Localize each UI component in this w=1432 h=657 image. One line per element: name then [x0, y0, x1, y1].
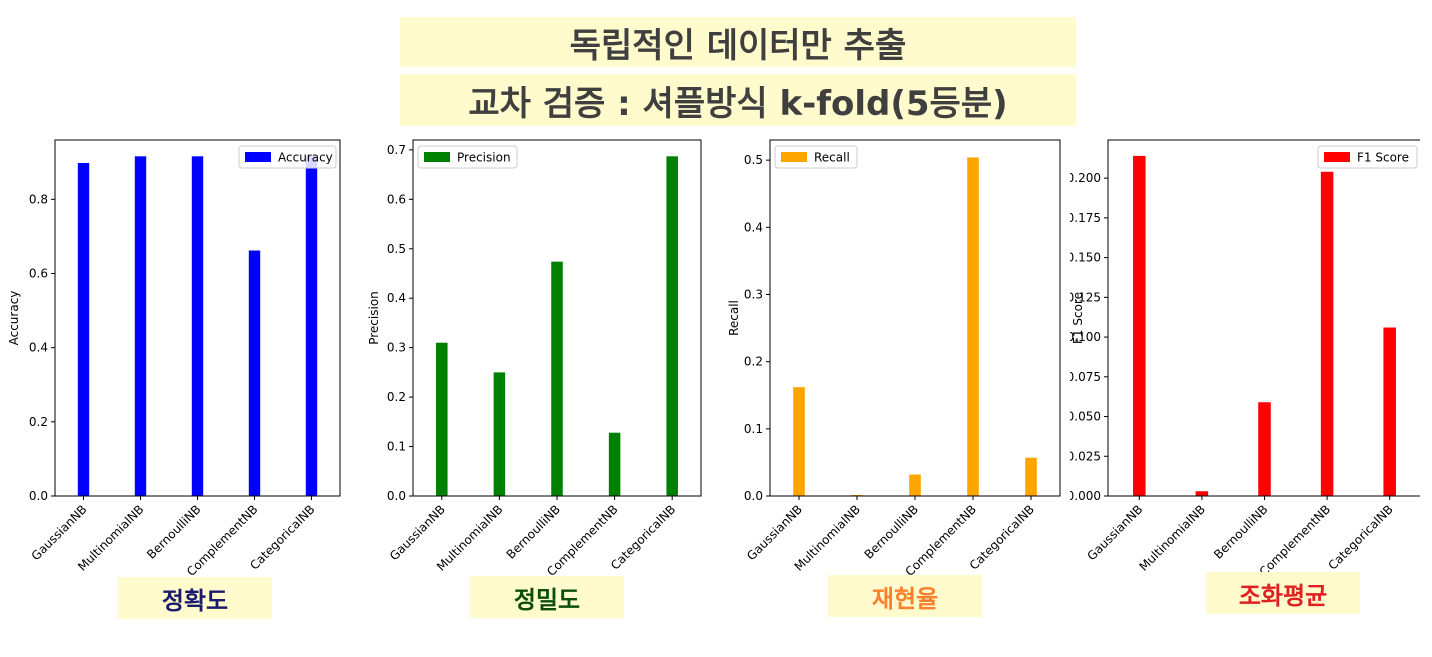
legend-label: Accuracy — [278, 151, 333, 165]
legend-label: Recall — [814, 151, 850, 165]
subtitle-text: 교차 검증 : 셔플방식 k-fold(5등분) — [468, 83, 1008, 124]
legend-box — [238, 145, 337, 169]
bar — [1195, 491, 1209, 496]
y-axis-label: Accuracy — [7, 291, 21, 346]
bar — [436, 342, 448, 496]
bar — [967, 157, 979, 496]
legend-label: Precision — [457, 151, 511, 165]
bar — [1383, 327, 1396, 496]
legend-label: F1 Score — [1357, 151, 1409, 165]
y-tick-label: 0.175 — [1070, 211, 1101, 225]
precision-caption-text: 정밀도 — [513, 585, 581, 614]
y-tick-label: 0.000 — [1070, 489, 1101, 503]
legend: Accuracy — [238, 145, 337, 169]
x-tick-label: GaussianNB — [29, 502, 90, 563]
f1-caption: 조화평균 — [1206, 572, 1360, 614]
y-tick-label: 0.1 — [387, 440, 406, 454]
main-title: 독립적인 데이터만 추출 — [400, 17, 1076, 67]
plot-frame — [769, 139, 1061, 497]
y-axis-label: Precision — [367, 291, 381, 345]
bar — [666, 156, 678, 497]
y-tick-label: 0.100 — [1070, 330, 1101, 344]
bar — [77, 162, 90, 496]
y-tick-label: 0.075 — [1070, 370, 1101, 384]
y-tick-label: 0.6 — [387, 192, 406, 206]
x-tick-label: BernoulliNB — [1211, 502, 1270, 561]
y-tick-label: 0.6 — [29, 267, 48, 281]
legend: F1 Score — [1317, 145, 1418, 169]
accuracy-caption-text: 정확도 — [161, 586, 229, 615]
y-tick-label: 0.8 — [29, 192, 48, 206]
y-tick-label: 0.5 — [744, 153, 763, 167]
legend-box — [1317, 145, 1418, 169]
bar — [493, 372, 506, 496]
x-tick-label: MultinomialNB — [1136, 502, 1208, 574]
y-tick-label: 0.025 — [1070, 449, 1101, 463]
y-tick-label: 0.050 — [1070, 410, 1101, 424]
main-title-text: 독립적인 데이터만 추출 — [569, 25, 907, 66]
x-tick-label: GaussianNB — [744, 502, 805, 563]
x-tick-label: BernoulliNB — [504, 502, 563, 561]
bar — [793, 387, 805, 496]
bar — [851, 494, 863, 496]
y-tick-label: 0.3 — [744, 287, 763, 301]
bar — [134, 156, 147, 497]
y-tick-label: 0.0 — [29, 489, 48, 503]
legend-swatch — [245, 152, 271, 162]
bar — [608, 432, 621, 496]
x-tick-label: GaussianNB — [387, 502, 448, 563]
y-tick-label: 0.3 — [387, 341, 406, 355]
legend-swatch — [424, 152, 450, 162]
precision-chart: 0.0 0.1 0.2 0.3 0.4 0.5 0.6 0.7 Precision Gaussia… — [367, 139, 702, 579]
y-tick-label: 0.7 — [387, 143, 406, 157]
x-tick-label: CategoricalNB — [1325, 502, 1395, 572]
bar — [191, 156, 204, 497]
bar — [1320, 171, 1334, 496]
legend-swatch — [1324, 152, 1350, 162]
y-tick-label: 0.4 — [387, 291, 406, 305]
f1-caption-text: 조화평균 — [1238, 581, 1328, 610]
y-tick-label: 0.4 — [744, 220, 763, 234]
f1-score-chart: 0.000 0.025 0.050 0.075 0.100 0.125 0.150 0.175… — [1070, 139, 1420, 579]
y-tick-label: 0.2 — [744, 355, 763, 369]
y-tick-label: 0.5 — [387, 242, 406, 256]
bar — [248, 250, 261, 496]
y-tick-label: 0.150 — [1070, 251, 1101, 265]
y-tick-label: 0.1 — [744, 422, 763, 436]
x-tick-label: BernoulliNB — [862, 502, 921, 561]
x-tick-label: BernoulliNB — [144, 502, 203, 561]
recall-caption: 재현율 — [828, 575, 982, 617]
y-tick-label: 0.2 — [29, 415, 48, 429]
precision-caption: 정밀도 — [470, 576, 624, 618]
y-tick-label: 0.2 — [387, 390, 406, 404]
accuracy-chart: 0.00.20.40.60.8AccuracyGaussianNBMultino… — [7, 139, 341, 579]
legend-box — [774, 145, 858, 169]
bar — [305, 156, 318, 497]
y-tick-label: 0.200 — [1070, 171, 1101, 185]
accuracy-caption: 정확도 — [118, 577, 272, 619]
y-tick-label: 0.0 — [744, 489, 763, 503]
y-tick-label: 0.125 — [1070, 290, 1101, 304]
y-tick-label: 0.4 — [29, 341, 48, 355]
legend: Recall — [774, 145, 858, 169]
bar — [909, 474, 921, 496]
legend-box — [417, 145, 518, 169]
subtitle: 교차 검증 : 셔플방식 k-fold(5등분) — [400, 74, 1076, 126]
bar — [1133, 155, 1146, 496]
legend-swatch — [781, 152, 807, 162]
recall-chart: 0.00.10.20.30.40.5RecallGaussianNBMultin… — [727, 139, 1061, 579]
y-axis-label: F1 Score — [1071, 292, 1085, 344]
recall-caption-text: 재현율 — [871, 584, 939, 613]
legend: Precision — [417, 145, 518, 169]
y-tick-label: 0.0 — [387, 489, 406, 503]
bar — [551, 261, 563, 496]
bar — [1258, 402, 1271, 496]
bar — [1025, 457, 1037, 496]
y-axis-label: Recall — [727, 300, 741, 336]
x-tick-label: GaussianNB — [1084, 502, 1145, 563]
